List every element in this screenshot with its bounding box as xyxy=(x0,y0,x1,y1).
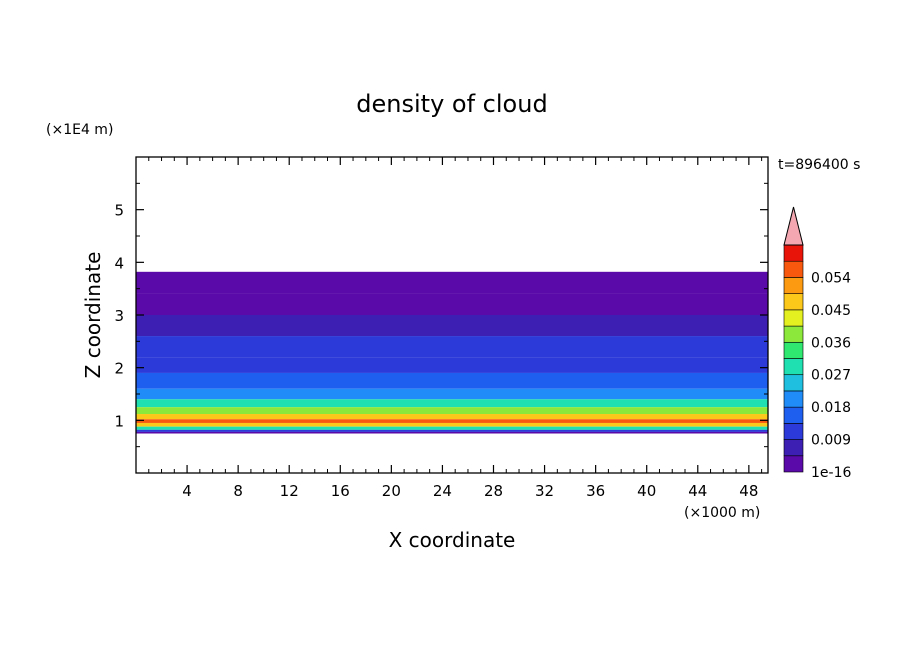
heatmap-field xyxy=(136,271,768,434)
y-unit-label: (×1E4 m) xyxy=(46,122,113,138)
x-tick-label: 32 xyxy=(535,482,554,500)
x-tick-label: 8 xyxy=(233,482,243,500)
colorbar-label: 0.045 xyxy=(811,303,851,319)
colorbar-swatch xyxy=(783,423,804,440)
y-tick-label: 2 xyxy=(114,360,124,378)
x-tick-label: 20 xyxy=(382,482,401,500)
heatmap-band xyxy=(136,426,768,430)
x-tick-label: 44 xyxy=(688,482,707,500)
heatmap-band xyxy=(136,431,768,434)
colorbar-swatch xyxy=(783,244,804,262)
colorbar-swatch xyxy=(783,358,804,376)
x-tick-label: 28 xyxy=(484,482,503,500)
heatmap-band xyxy=(136,422,768,427)
heatmap-band xyxy=(136,336,768,358)
y-tick-label: 5 xyxy=(114,202,124,220)
heatmap-band xyxy=(136,315,768,337)
y-axis: 1 2 3 4 5 xyxy=(114,182,768,448)
colorbar-extend-arrow xyxy=(783,206,804,246)
colorbar-swatch xyxy=(783,260,804,278)
heatmap-band xyxy=(136,399,768,408)
x-tick-label: 4 xyxy=(182,482,192,500)
x-unit-label: (×1000 m) xyxy=(684,505,760,521)
colorbar-swatch xyxy=(783,374,804,392)
colorbar-swatch xyxy=(783,390,804,408)
chart-title: density of cloud xyxy=(356,90,547,118)
colorbar-label: 0.036 xyxy=(811,335,851,351)
x-tick-label: 40 xyxy=(637,482,656,500)
colorbar-label: 0.054 xyxy=(811,270,851,286)
x-tick-label: 36 xyxy=(586,482,605,500)
y-tick-label: 1 xyxy=(114,412,124,430)
x-tick-label: 48 xyxy=(739,482,758,500)
colorbar-swatch xyxy=(783,277,804,294)
colorbar-swatch xyxy=(783,406,804,424)
colorbar-label: 0.027 xyxy=(811,368,851,384)
colorbar-swatch xyxy=(783,309,804,327)
heatmap-band xyxy=(136,414,768,420)
colorbar-label: 0.009 xyxy=(811,433,851,449)
heatmap-band xyxy=(136,271,768,294)
x-tick-label: 16 xyxy=(331,482,350,500)
y-axis-label: Z coordinate xyxy=(81,252,105,379)
colorbar-swatch xyxy=(783,439,804,457)
y-tick-label: 4 xyxy=(114,254,124,272)
colorbar-label: 1e-16 xyxy=(811,465,851,481)
heatmap-band xyxy=(136,357,768,373)
colorbar-swatch xyxy=(783,455,804,473)
x-tick-label: 24 xyxy=(433,482,452,500)
colorbar-swatch xyxy=(783,341,804,359)
y-tick-label: 3 xyxy=(114,307,124,325)
heatmap-band xyxy=(136,419,768,423)
heatmap-band xyxy=(136,372,768,389)
colorbar-swatch xyxy=(783,293,804,311)
heatmap-band xyxy=(136,388,768,400)
heatmap-band xyxy=(136,407,768,415)
x-axis-label: X coordinate xyxy=(389,528,516,552)
x-tick-label: 12 xyxy=(280,482,299,500)
colorbar-label: 0.018 xyxy=(811,400,851,416)
x-axis: 4 8 12 16 20 24 28 32 36 40 44 48 xyxy=(148,157,763,500)
heatmap-band xyxy=(136,429,768,432)
colorbar: 1e-16 0.009 0.018 0.027 0.036 0.045 0.054 xyxy=(783,206,851,481)
colorbar-swatch xyxy=(783,325,804,343)
time-label: t=896400 s xyxy=(778,157,860,173)
heatmap-band xyxy=(136,293,768,315)
